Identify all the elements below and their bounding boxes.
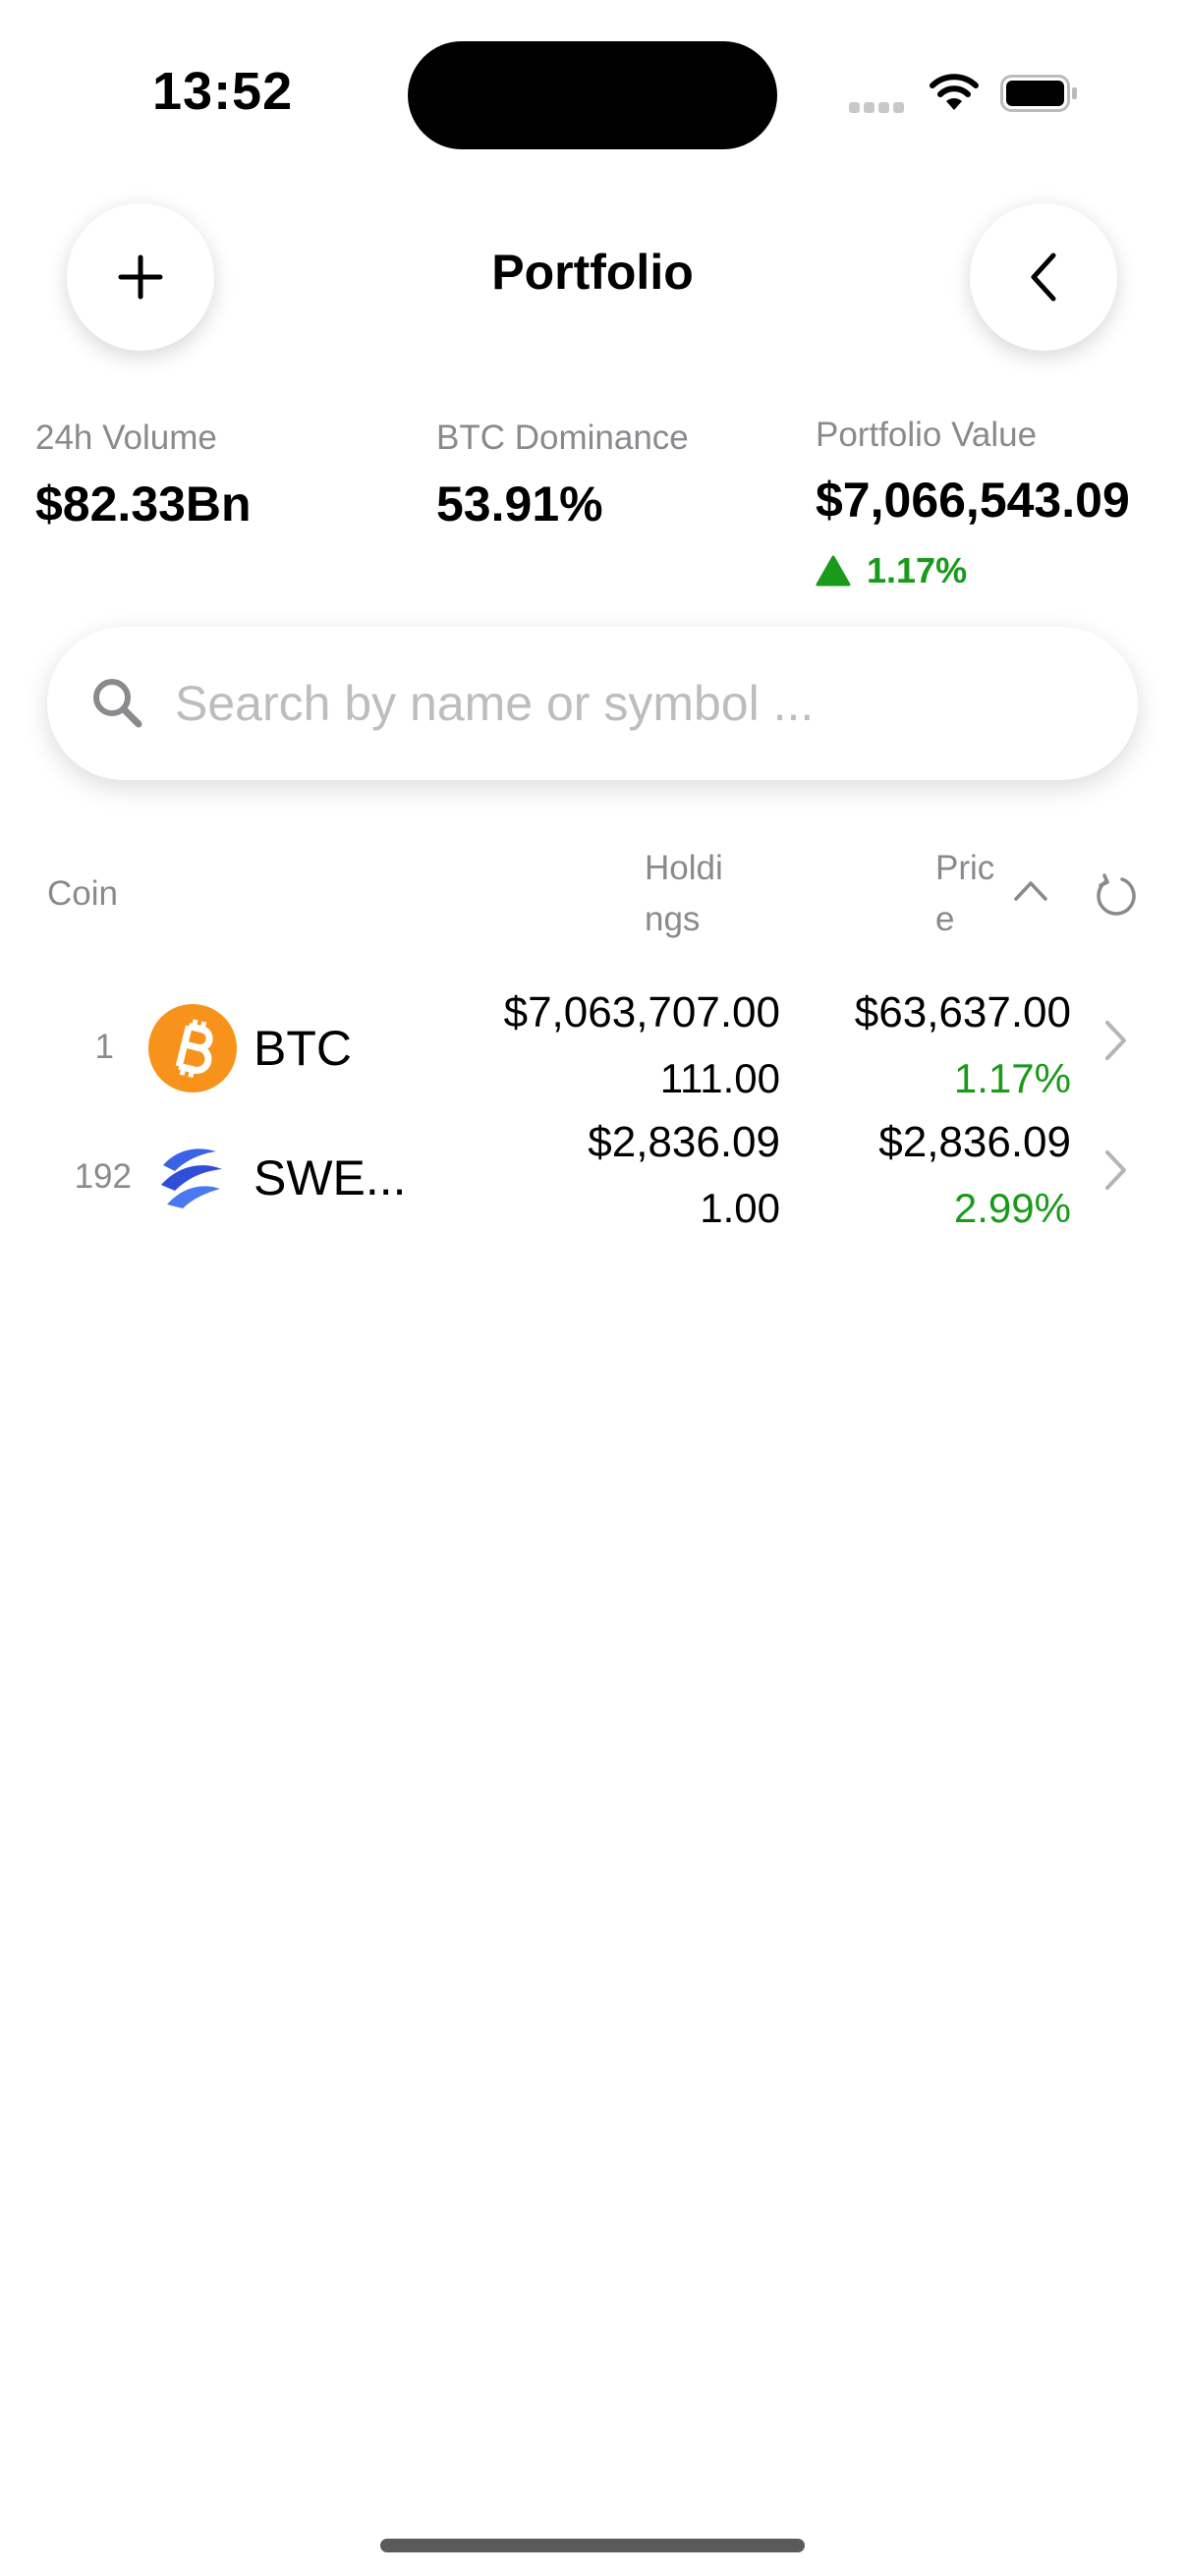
table-row[interactable]: 1 BTC $7,063,707.00 111.00 $63,637.00 1.…: [0, 973, 1185, 1101]
triangle-up-icon: [816, 555, 851, 587]
table-row[interactable]: 192 SWE... $2,836.09 1.00 $2,836.09 2.99…: [0, 1102, 1185, 1231]
search-icon: [93, 679, 142, 728]
column-header-holdings[interactable]: Holdi ngs: [645, 843, 753, 945]
bitcoin-icon: [148, 1004, 237, 1092]
dominance-label: BTC Dominance: [436, 419, 689, 457]
portfolio-change: 1.17%: [816, 550, 967, 591]
column-header-holdings-line2: ngs: [645, 900, 701, 938]
column-header-holdings-line1: Holdi: [645, 849, 723, 887]
price-change: 1.17%: [953, 1055, 1071, 1101]
wifi-icon: [930, 74, 979, 110]
page-title: Portfolio: [491, 245, 694, 300]
home-indicator[interactable]: [380, 2539, 805, 2552]
coin-price: $2,836.09: [878, 1118, 1071, 1166]
coin-rank: 192: [74, 1157, 132, 1196]
chevron-right-icon: [1105, 1021, 1126, 1060]
holdings-value: $7,063,707.00: [503, 988, 780, 1036]
portfolio-change-value: 1.17%: [867, 550, 968, 590]
column-header-price-line1: Pric: [935, 849, 995, 887]
column-header-price-line2: e: [935, 900, 955, 938]
swell-icon: [161, 1148, 222, 1208]
coin-symbol: SWE...: [254, 1150, 407, 1205]
dominance-value: 53.91%: [436, 476, 603, 532]
column-header-coin[interactable]: Coin: [47, 874, 118, 913]
portfolio-value: $7,066,543.09: [816, 473, 1130, 528]
portfolio-value-label: Portfolio Value: [816, 416, 1038, 454]
status-time: 13:52: [152, 62, 294, 121]
price-change: 2.99%: [953, 1185, 1071, 1231]
volume-value: $82.33Bn: [35, 476, 252, 532]
coin-rank: 1: [94, 1028, 114, 1066]
search-input[interactable]: [173, 668, 1061, 739]
holdings-value: $2,836.09: [588, 1118, 780, 1166]
volume-label: 24h Volume: [35, 419, 217, 457]
coin-price: $63,637.00: [854, 988, 1071, 1036]
coin-symbol: BTC: [254, 1021, 352, 1076]
dynamic-island: [408, 41, 777, 149]
chevron-right-icon: [1105, 1150, 1126, 1190]
column-header-price[interactable]: Pric e: [935, 843, 1014, 945]
sort-chevron-up-icon[interactable]: [1012, 877, 1049, 903]
holdings-quantity: 111.00: [659, 1055, 780, 1101]
back-button[interactable]: [970, 203, 1117, 351]
reload-icon[interactable]: [1093, 872, 1140, 920]
battery-icon: [1000, 75, 1077, 112]
chevron-left-icon: [1031, 252, 1056, 302]
cellular-signal-icon: [849, 100, 908, 113]
plus-icon: [118, 254, 163, 300]
holdings-quantity: 1.00: [700, 1185, 780, 1231]
add-button[interactable]: [67, 203, 214, 351]
